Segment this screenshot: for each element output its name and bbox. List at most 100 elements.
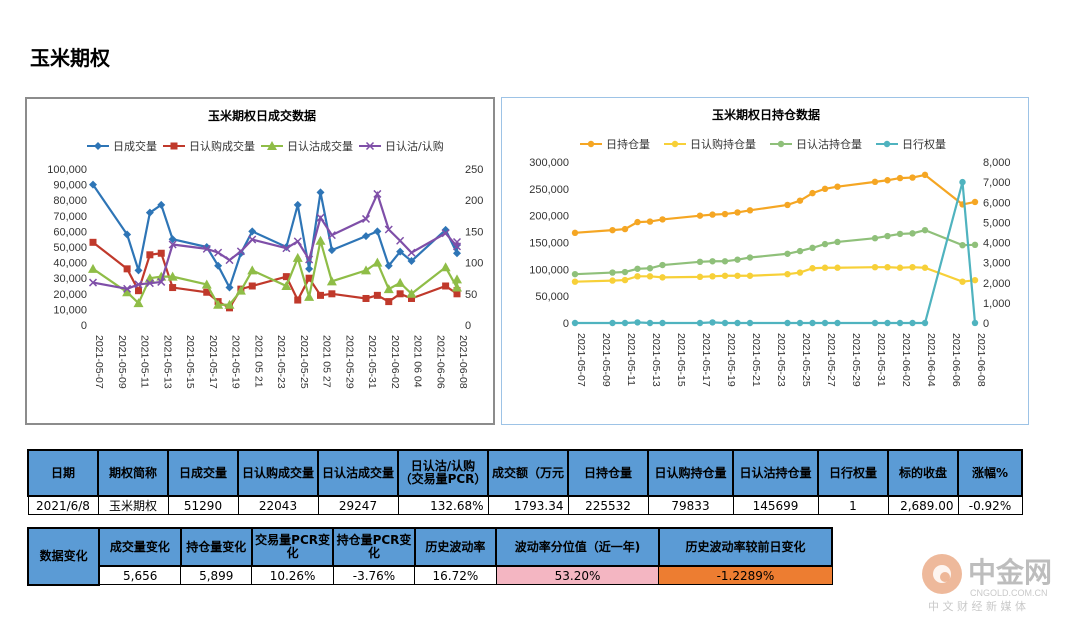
data-point [971, 241, 979, 249]
data-point [621, 319, 629, 327]
data-point [796, 319, 804, 327]
x-tick-label: 2021-05-25 [298, 335, 310, 389]
x-tick-label: 2021-05-29 [343, 335, 355, 389]
data-point [821, 185, 829, 193]
y-tick-label: 0 [81, 320, 87, 332]
table-header-cell: 日认沽成交量 [317, 449, 399, 497]
data-point [133, 298, 144, 308]
data-point [784, 250, 791, 257]
y2-tick-label: 1,000 [983, 298, 1011, 310]
data-point [646, 218, 654, 225]
data-point [88, 263, 98, 273]
data-point [696, 212, 704, 219]
data-point [709, 211, 716, 218]
data-point [396, 247, 405, 256]
y-tick-label: 70,000 [53, 211, 87, 223]
data-point [777, 140, 785, 148]
data-point [122, 287, 133, 297]
data-point [896, 174, 904, 182]
table-header-cell: 标的收盘 [887, 449, 959, 497]
watermark-logo: 中金网 CNGOLD.COM.CN 中 文 财 经 新 媒 体 [920, 552, 1070, 616]
data-point [385, 298, 393, 306]
data-point [883, 140, 891, 148]
table-cell: -0.92% [957, 495, 1023, 515]
data-point [282, 273, 290, 281]
data-point [959, 241, 966, 249]
series-line [575, 181, 977, 325]
data-point [361, 265, 371, 275]
data-point [634, 265, 641, 272]
data-point [327, 231, 336, 240]
legend-label: 日认沽持仓量 [796, 137, 862, 151]
data-point [145, 279, 154, 288]
x-tick-label: 2021-06-04 [925, 333, 937, 387]
data-point [796, 197, 804, 204]
data-point [671, 140, 679, 148]
page-title: 玉米期权 [30, 46, 110, 70]
table-header-cell: 持仓量PCR变化 [332, 527, 416, 567]
data-point [225, 256, 234, 265]
data-point [214, 248, 223, 257]
data-point [157, 249, 165, 257]
y2-tick-label: 250 [465, 164, 483, 176]
data-point [621, 225, 629, 233]
table-cell: -3.76% [332, 565, 416, 585]
data-point [373, 227, 382, 236]
table-row: 5,656 5,899 10.26% -3.76% 16.72% 53.20% … [28, 565, 833, 585]
x-tick-label: 2021-05-31 [366, 335, 378, 389]
table-cell: 2021/6/8 [27, 495, 99, 515]
data-point [282, 244, 291, 253]
y-tick-label: 250,000 [529, 184, 569, 196]
y-tick-label: 10,000 [53, 304, 87, 316]
data-point [362, 232, 370, 241]
data-change-table: 数据变化 成交量变化 持仓量变化 交易量PCR变化 持仓量PCR变化 历史波动率… [26, 527, 834, 586]
table-row: 2021/6/8 玉米期权 51290 22043 29247 132.68% … [27, 495, 1023, 515]
y2-tick-label: 2,000 [983, 278, 1011, 290]
y2-tick-label: 0 [983, 318, 989, 330]
legend-label: 日认购成交量 [189, 139, 255, 153]
data-point [746, 207, 754, 214]
y2-tick-label: 5,000 [983, 217, 1011, 229]
data-point [157, 200, 166, 209]
table-cell: 5,899 [180, 565, 253, 585]
data-point [921, 319, 929, 327]
legend-label: 日认沽/认购 [385, 139, 444, 153]
data-point [236, 247, 245, 256]
table-header-row: 数据变化 成交量变化 持仓量变化 交易量PCR变化 持仓量PCR变化 历史波动率… [26, 527, 834, 586]
data-point [696, 258, 704, 266]
data-point [134, 266, 143, 275]
data-point [971, 319, 979, 327]
data-point [365, 141, 375, 151]
table-header-cell: 交易量PCR变化 [250, 527, 335, 567]
data-point [821, 319, 829, 327]
table-header-cell: 波动率分位值（近一年) [495, 527, 660, 567]
data-point [646, 319, 654, 327]
data-point [696, 319, 704, 327]
percentile-cell: 53.20% [495, 565, 660, 585]
data-point [959, 278, 966, 285]
y-tick-label: 300,000 [529, 157, 569, 169]
table-cell: 玉米期权 [97, 495, 169, 515]
data-point [909, 230, 916, 237]
data-point [571, 319, 579, 327]
legend-label: 日认沽成交量 [287, 139, 353, 153]
data-point [248, 282, 256, 290]
data-point [721, 319, 729, 327]
data-point [621, 276, 629, 284]
y2-tick-label: 7,000 [983, 177, 1011, 189]
y-tick-label: 60,000 [53, 226, 87, 238]
table-header-cell: 期权简称 [97, 449, 169, 497]
data-point [407, 248, 416, 257]
data-point [809, 265, 816, 272]
y2-tick-label: 0 [465, 320, 471, 332]
data-point [94, 142, 102, 150]
x-tick-label: 2021-05-23 [775, 333, 787, 387]
data-point [135, 287, 142, 295]
legend-label: 日持仓量 [606, 137, 650, 151]
data-point [921, 226, 929, 234]
data-point [587, 140, 595, 148]
data-point [821, 264, 829, 271]
data-point [88, 278, 98, 287]
data-point [327, 246, 336, 255]
